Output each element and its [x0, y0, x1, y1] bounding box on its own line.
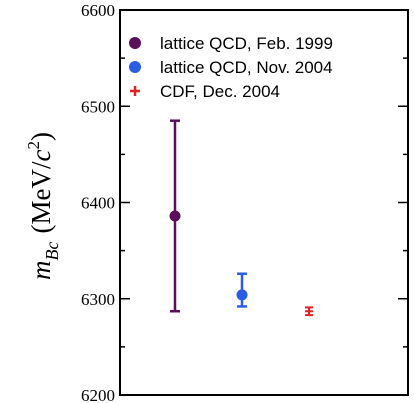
y-tick-label: 6300 — [81, 290, 115, 309]
series-layer — [169, 119, 313, 317]
legend-label-3: CDF, Dec. 2004 — [160, 82, 280, 101]
y-axis-label: mBc (MeV/c2) — [24, 132, 62, 280]
y-axis-unit-close: ) — [26, 132, 56, 141]
y-tick-label: 6600 — [81, 1, 115, 20]
y-tick-label: 6400 — [81, 194, 115, 213]
y-axis-subscript: Bc — [42, 241, 62, 260]
y-axis-ticks: 6200 6300 6400 6500 6600 — [81, 1, 408, 403]
y-tick-label: 6500 — [81, 97, 115, 116]
y-axis-unit-c: c — [26, 150, 56, 162]
data-point-2 — [236, 289, 248, 301]
legend-marker-1 — [129, 37, 141, 49]
legend-marker-2 — [129, 61, 141, 73]
legend-label-1: lattice QCD, Feb. 1999 — [160, 34, 333, 53]
y-axis-unit-open: (MeV/ — [26, 161, 56, 233]
data-point-1 — [169, 210, 181, 222]
y-axis-unit-sup: 2 — [24, 141, 43, 150]
legend-label-2: lattice QCD, Nov. 2004 — [160, 58, 333, 77]
legend: lattice QCD, Feb. 1999 lattice QCD, Nov. … — [129, 34, 333, 101]
y-axis-symbol: m — [26, 260, 56, 280]
y-tick-label: 6200 — [81, 386, 115, 403]
